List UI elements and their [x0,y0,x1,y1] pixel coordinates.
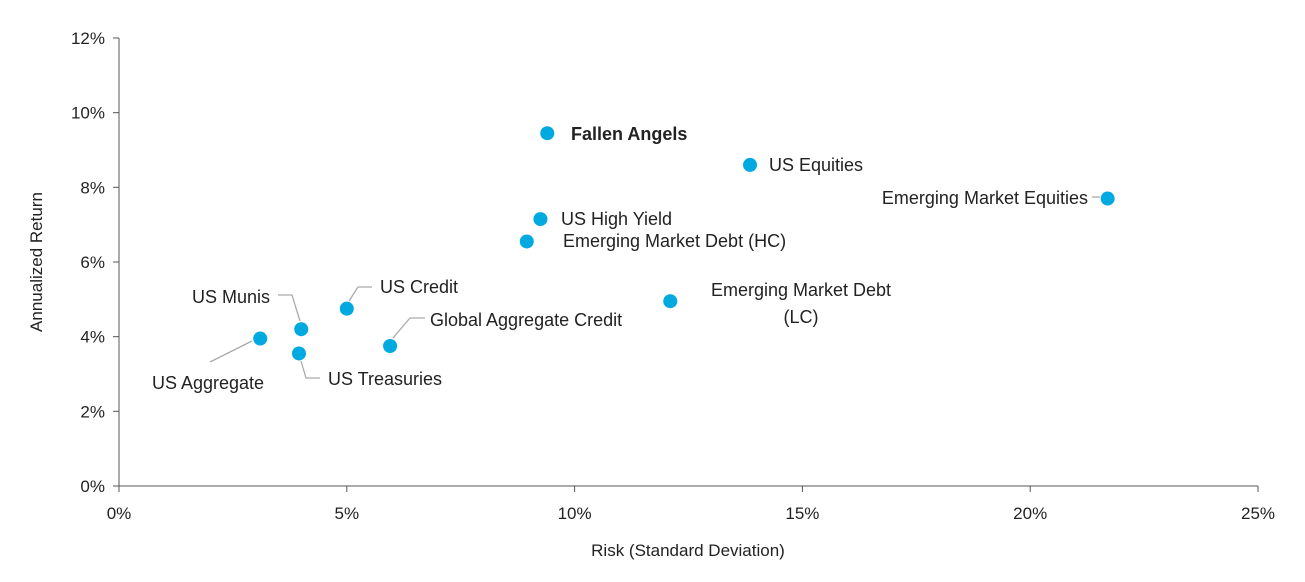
point-us-high-yield [533,212,548,227]
leader-line-us-aggregate [209,340,253,363]
point-us-aggregate [253,331,268,346]
x-axis-title: Risk (Standard Deviation) [591,541,785,560]
x-tick-label: 25% [1241,504,1275,523]
y-tick-label: 6% [80,253,105,272]
point-label-us-treasuries: US Treasuries [328,369,442,389]
point-label-emerging-market-debt-lc: Emerging Market Debt (LC) [711,280,891,327]
point-us-treasuries [291,346,306,361]
leader-line-us-munis [278,294,301,322]
x-tick-label: 10% [558,504,592,523]
point-label-fallen-angels: Fallen Angels [571,124,687,144]
y-tick-label: 2% [80,402,105,421]
y-tick-label: 8% [80,178,105,197]
point-us-equities [743,157,758,172]
point-us-munis [294,322,309,337]
point-fallen-angels [540,126,555,141]
point-label-us-high-yield: US High Yield [561,209,672,229]
leader-line-global-aggregate-credit [392,317,425,339]
y-tick-label: 12% [71,29,105,48]
x-tick-label: 15% [785,504,819,523]
x-tick-label: 0% [107,504,132,523]
point-emerging-market-debt-lc [663,294,678,309]
leader-line-us-treasuries [300,360,320,379]
x-tick-label: 5% [335,504,360,523]
point-label-us-equities: US Equities [769,155,863,175]
x-tick-label: 20% [1013,504,1047,523]
point-label-us-aggregate: US Aggregate [152,373,264,393]
point-us-credit [339,301,354,316]
y-tick-label: 10% [71,104,105,123]
point-label-us-credit: US Credit [380,277,458,297]
point-global-aggregate-credit [383,339,398,353]
y-tick-label: 0% [80,477,105,496]
point-emerging-market-equities [1100,191,1115,206]
point-label-emerging-market-equities: Emerging Market Equities [882,188,1088,208]
leader-line-us-credit [348,286,372,302]
point-emerging-market-debt-hc [519,234,534,249]
point-label-global-aggregate-credit: Global Aggregate Credit [430,310,622,330]
y-tick-label: 4% [80,328,105,347]
y-axis-title: Annualized Return [27,192,46,332]
point-label-us-munis: US Munis [192,287,270,307]
point-label-emerging-market-debt-hc: Emerging Market Debt (HC) [563,231,786,251]
